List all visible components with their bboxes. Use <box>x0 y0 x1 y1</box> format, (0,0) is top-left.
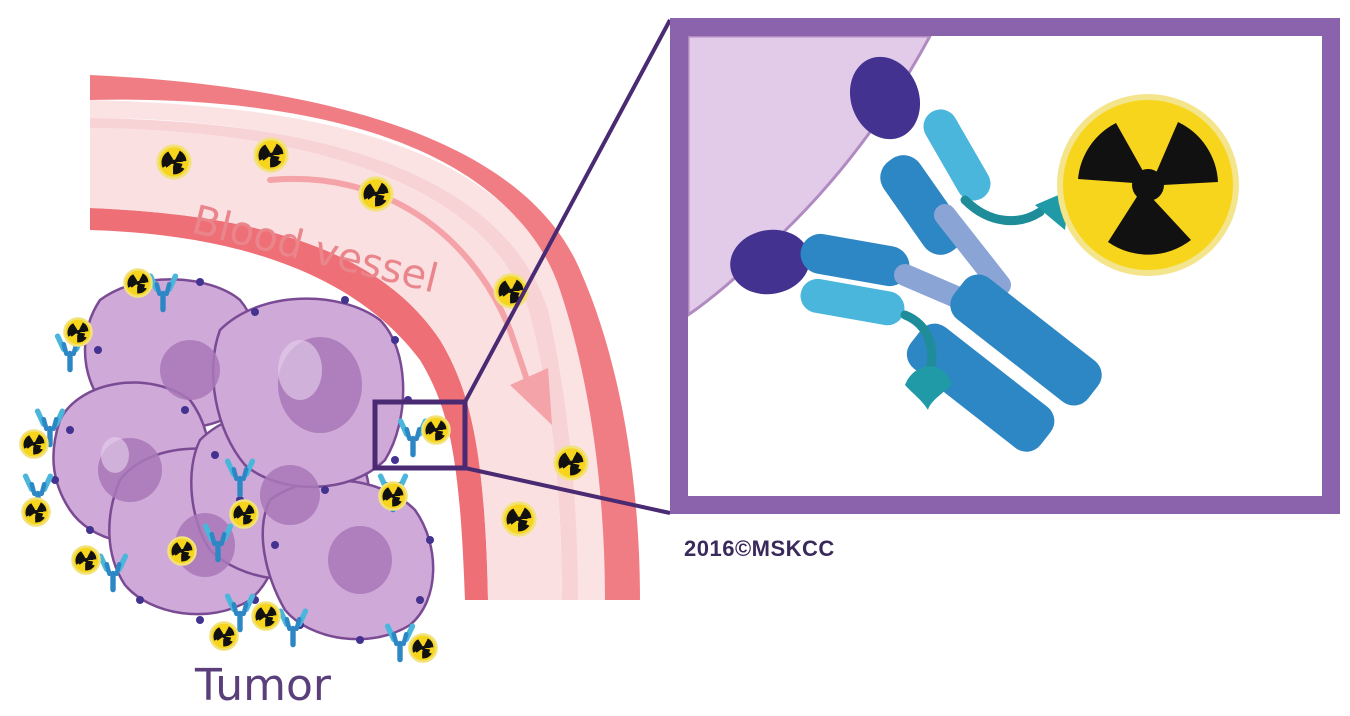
radiation-trefoil-icon <box>251 601 281 631</box>
radiation-trefoil-icon <box>358 176 394 212</box>
radiation-trefoil-icon <box>19 429 49 459</box>
radiation-trefoil-icon <box>1057 94 1239 276</box>
radiation-trefoil-icon <box>123 268 153 298</box>
radiation-trefoil-icon <box>167 536 197 566</box>
radiation-trefoil-icon <box>63 317 93 347</box>
antigen-icon <box>849 56 921 140</box>
radiation-trefoil-icon <box>21 497 51 527</box>
radiation-trefoil-icon <box>156 144 192 180</box>
tumor-cells <box>51 278 435 644</box>
antigen-icon <box>730 229 810 295</box>
copyright-notice: 2016©MSKCC <box>684 536 835 561</box>
radiation-trefoil-icon <box>229 499 259 529</box>
radiation-trefoil-icon <box>421 415 451 445</box>
radiation-trefoil-icon <box>378 481 408 511</box>
zoom-inset-panel <box>670 18 1340 514</box>
radiation-trefoil-icon <box>209 621 239 651</box>
tumor-label: Tumor <box>194 660 332 711</box>
radiation-trefoil-icon <box>71 545 101 575</box>
radiation-trefoil-icon <box>253 137 289 173</box>
antibody-icon <box>800 109 1102 452</box>
radiation-trefoil-icon <box>553 445 589 481</box>
zoom-indicator <box>372 19 672 515</box>
blood-vessel <box>90 75 640 600</box>
radiation-trefoil-icon <box>501 501 537 537</box>
radiation-trefoil-icon <box>408 633 438 663</box>
